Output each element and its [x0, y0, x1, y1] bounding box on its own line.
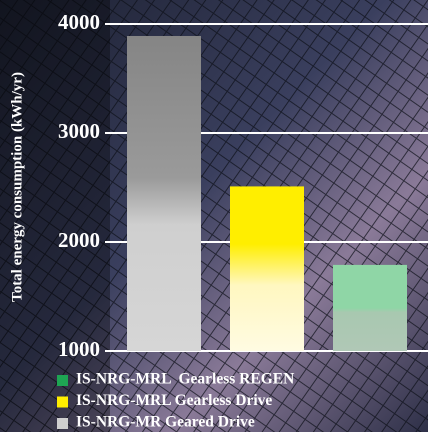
y-axis-label: Total energy consumption (kWh/yr): [9, 72, 25, 302]
bar: [333, 264, 407, 351]
bar: [127, 35, 201, 352]
y-tick-label: 1000: [58, 337, 100, 361]
legend-label: IS-NRG-MRL Gearless REGEN: [76, 371, 294, 388]
legend-swatch: [57, 418, 68, 429]
legend-swatch: [57, 396, 68, 408]
legend-swatch: [57, 375, 68, 386]
background-shade: [0, 0, 110, 432]
y-tick-label: 4000: [58, 10, 100, 34]
y-tick-label: 2000: [58, 228, 100, 252]
legend-label: IS-NRG-MR Geared Drive: [76, 414, 255, 431]
y-tick-label: 3000: [58, 119, 100, 143]
legend-label: IS-NRG-MRL Gearless Drive: [76, 392, 272, 409]
bar: [230, 186, 304, 351]
